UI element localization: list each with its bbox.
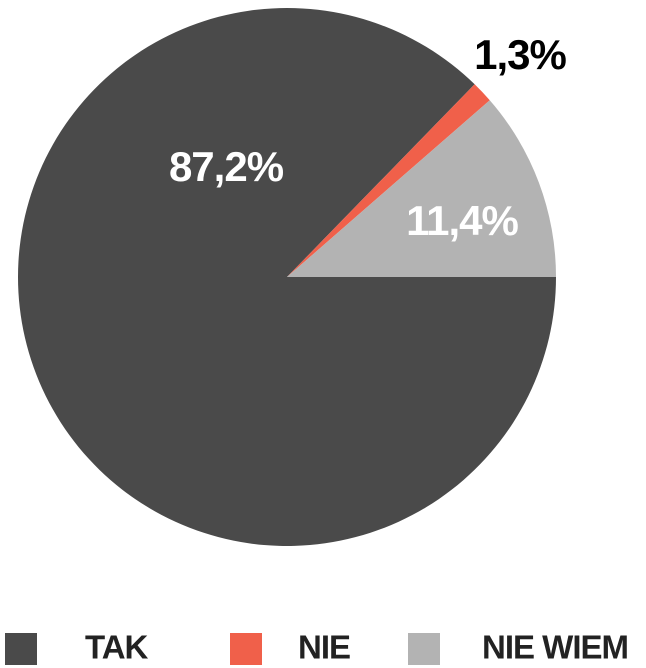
- legend-swatch: [5, 633, 37, 665]
- data-label: 1,3%: [474, 31, 566, 78]
- data-label: 87,2%: [169, 143, 284, 190]
- legend-label: TAK: [85, 629, 149, 666]
- legend-label: NIE: [298, 629, 350, 666]
- pie-slice: [287, 100, 556, 277]
- legend-swatch: [230, 633, 262, 665]
- pie-slice: [287, 84, 490, 277]
- legend-swatch: [408, 633, 440, 665]
- data-label: 11,4%: [406, 197, 518, 244]
- legend-label: NIE WIEM: [482, 629, 628, 666]
